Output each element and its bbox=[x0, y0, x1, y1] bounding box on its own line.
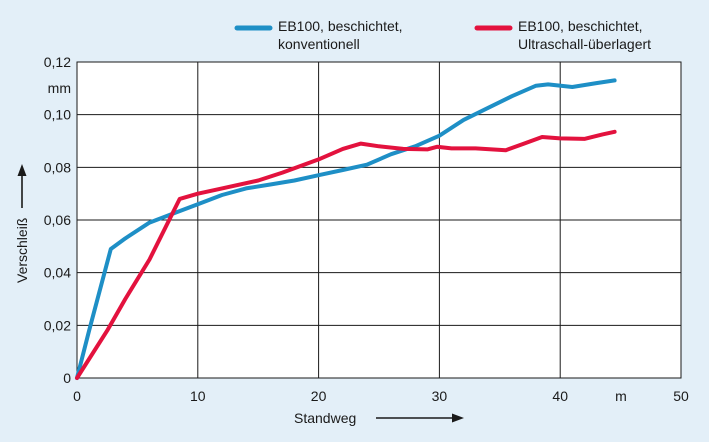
x-tick-label: 10 bbox=[190, 388, 206, 404]
y-axis-title: Verschleiß bbox=[14, 218, 30, 283]
y-axis-arrow bbox=[17, 164, 27, 208]
x-tick-label: 40 bbox=[552, 388, 568, 404]
x-axis-title: Standweg bbox=[294, 410, 356, 426]
x-tick-label: 20 bbox=[311, 388, 327, 404]
x-tick-labels: 0 10 20 30 40 50 bbox=[73, 388, 689, 404]
y-unit-label: mm bbox=[48, 80, 71, 96]
x-axis-arrow bbox=[376, 413, 464, 423]
x-tick-label: 30 bbox=[432, 388, 448, 404]
legend-label-line: EB100, beschichtet, bbox=[518, 18, 643, 34]
x-tick-label: 0 bbox=[73, 388, 81, 404]
y-tick-label: 0,08 bbox=[44, 159, 71, 175]
legend-label-line: Ultraschall-überlagert bbox=[518, 36, 651, 52]
y-tick-label: 0,06 bbox=[44, 212, 71, 228]
legend-item-conventional: EB100, beschichtet, konventionell bbox=[234, 18, 403, 52]
legend-label-line: EB100, beschichtet, bbox=[278, 18, 403, 34]
legend-label-conventional: EB100, beschichtet, konventionell bbox=[278, 18, 403, 52]
y-tick-label: 0,10 bbox=[44, 107, 71, 123]
y-tick-labels: 0 0,02 0,04 0,06 0,08 0,10 0,12 bbox=[44, 54, 71, 386]
series-lines bbox=[75, 78, 617, 380]
legend-label-line: konventionell bbox=[278, 36, 360, 52]
legend: EB100, beschichtet, konventionell EB100, … bbox=[234, 18, 651, 52]
legend-item-ultrasonic: EB100, beschichtet, Ultraschall-überlager… bbox=[474, 18, 651, 52]
y-axis-title-group: Verschleiß bbox=[14, 218, 30, 283]
series-line-ultrasonic bbox=[75, 129, 617, 380]
legend-label-ultrasonic: EB100, beschichtet, Ultraschall-überlager… bbox=[518, 18, 651, 52]
grid bbox=[77, 62, 681, 378]
x-tick-label: 50 bbox=[673, 388, 689, 404]
x-unit-label: m bbox=[615, 388, 627, 404]
y-tick-label: 0,12 bbox=[44, 54, 71, 70]
y-tick-label: 0,04 bbox=[44, 265, 71, 281]
y-tick-label: 0,02 bbox=[44, 317, 71, 333]
y-tick-label: 0 bbox=[63, 370, 71, 386]
series-line-conventional bbox=[75, 78, 617, 380]
plot-frame bbox=[76, 61, 682, 379]
